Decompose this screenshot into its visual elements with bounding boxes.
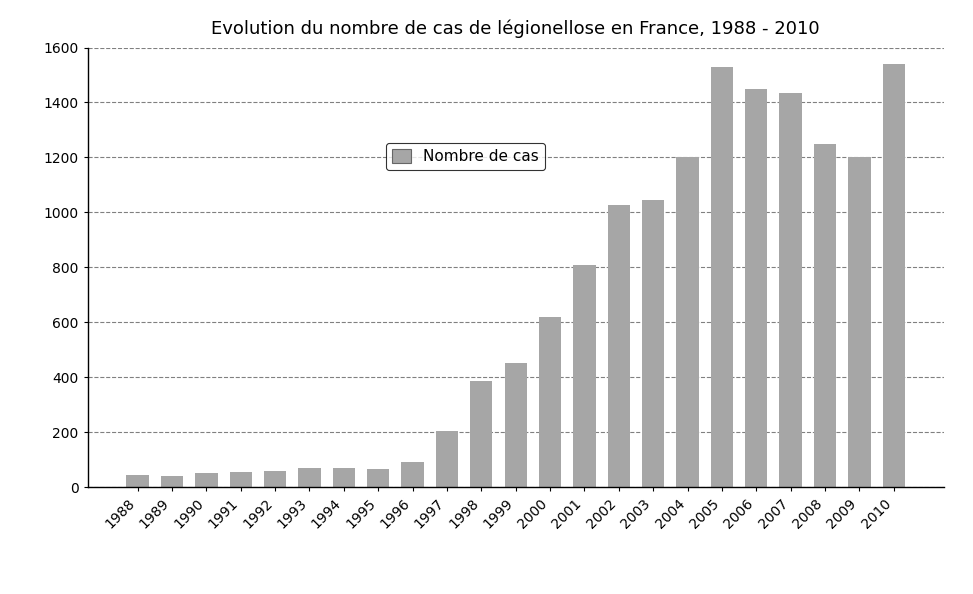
Bar bbox=[848, 157, 871, 487]
Bar bbox=[813, 144, 836, 487]
Bar bbox=[779, 93, 802, 487]
Bar bbox=[436, 431, 458, 487]
Bar bbox=[745, 89, 768, 487]
Legend: Nombre de cas: Nombre de cas bbox=[386, 143, 545, 170]
Bar bbox=[642, 200, 665, 487]
Bar bbox=[676, 157, 699, 487]
Bar bbox=[230, 472, 252, 487]
Bar bbox=[607, 206, 630, 487]
Bar bbox=[333, 468, 355, 487]
Title: Evolution du nombre de cas de légionellose en France, 1988 - 2010: Evolution du nombre de cas de légionello… bbox=[211, 19, 820, 37]
Bar bbox=[470, 381, 492, 487]
Bar bbox=[573, 264, 595, 487]
Bar bbox=[264, 470, 286, 487]
Bar bbox=[883, 64, 905, 487]
Bar bbox=[161, 476, 183, 487]
Bar bbox=[710, 67, 733, 487]
Bar bbox=[196, 473, 218, 487]
Bar bbox=[505, 364, 526, 487]
Bar bbox=[299, 468, 321, 487]
Bar bbox=[126, 475, 149, 487]
Bar bbox=[367, 469, 389, 487]
Bar bbox=[402, 462, 424, 487]
Bar bbox=[539, 317, 561, 487]
